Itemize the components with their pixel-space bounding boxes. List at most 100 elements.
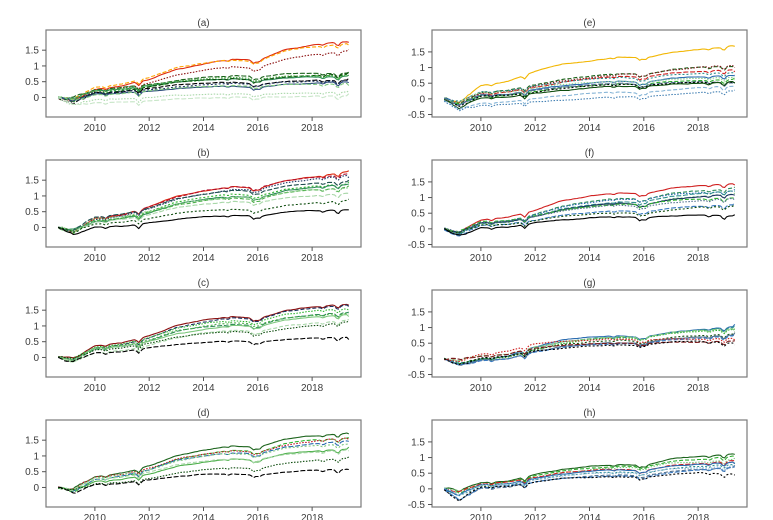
series-line xyxy=(443,465,736,501)
y-axis-tick-label: 0 xyxy=(33,483,39,494)
y-axis-tick-label: -0.5 xyxy=(408,240,426,251)
x-axis-tick-label: 2014 xyxy=(578,383,601,394)
x-axis-tick-label: 2016 xyxy=(633,383,656,394)
panel-chart-d: 0 0.5 1 1.5 2010 2012 2014 2016 2018 (d) xyxy=(25,408,362,520)
x-axis-tick-label: 2010 xyxy=(84,253,107,264)
y-axis-tick-label: 1 xyxy=(419,193,425,204)
series-line xyxy=(443,81,736,110)
series-line xyxy=(444,72,736,103)
panel-title: (b) xyxy=(197,148,209,159)
plot-area-border xyxy=(431,289,748,378)
x-axis-tick-label: 2012 xyxy=(138,253,161,264)
series-line xyxy=(444,76,736,104)
y-axis-tick-label: 0.5 xyxy=(411,339,425,350)
series-line xyxy=(444,197,736,233)
y-axis-tick-label: 1 xyxy=(419,323,425,334)
x-axis-tick-label: 2016 xyxy=(633,253,656,264)
x-axis-tick-label: 2018 xyxy=(687,123,710,134)
series-line xyxy=(58,74,350,99)
x-axis-tick-label: 2016 xyxy=(247,123,270,134)
x-axis-tick-label: 2018 xyxy=(301,513,324,520)
y-axis-tick-label: 0 xyxy=(419,354,425,365)
series-line xyxy=(57,183,349,230)
x-axis-tick-label: 2016 xyxy=(247,513,270,520)
panel-title: (g) xyxy=(583,278,595,289)
series-line xyxy=(58,449,350,492)
series-line xyxy=(57,78,350,105)
series-line xyxy=(444,453,735,492)
panel-cell-c: 0 0.5 1 1.5 2010 2012 2014 2016 2018 (c) xyxy=(0,260,386,394)
y-axis-tick-label: 1.5 xyxy=(411,307,425,318)
x-axis-tick-label: 2012 xyxy=(524,383,547,394)
series-line xyxy=(444,203,736,234)
panel-title: (a) xyxy=(197,18,209,29)
series-line xyxy=(444,194,735,234)
x-axis-tick-label: 2012 xyxy=(524,253,547,264)
series-line xyxy=(58,308,350,360)
panel-cell-f: -0.5 0 0.5 1 1.5 2010 2012 2014 2016 2018 (f) xyxy=(386,130,773,264)
series-line xyxy=(57,181,350,234)
x-axis-tick-label: 2012 xyxy=(138,513,161,520)
y-axis-tick-label: 0.5 xyxy=(411,469,425,480)
y-axis-tick-label: 0 xyxy=(33,353,39,364)
x-axis-tick-label: 2016 xyxy=(633,513,656,520)
panel-chart-c: 0 0.5 1 1.5 2010 2012 2014 2016 2018 (c) xyxy=(25,278,362,394)
y-axis-tick-label: 1 xyxy=(33,191,39,202)
y-axis-tick-label: 1.5 xyxy=(411,177,425,188)
series-line xyxy=(444,74,735,106)
panel-title: (h) xyxy=(583,408,595,419)
series-line xyxy=(58,172,350,233)
x-axis-tick-label: 2018 xyxy=(301,123,324,134)
series-line xyxy=(58,432,350,490)
y-axis-tick-label: 1 xyxy=(419,453,425,464)
series-line xyxy=(444,460,735,493)
panel-cell-b: 0 0.5 1 1.5 2010 2012 2014 2016 2018 (b) xyxy=(0,130,386,264)
series-line xyxy=(58,75,349,101)
series-line xyxy=(57,456,350,491)
series-line xyxy=(444,340,736,366)
series-line xyxy=(58,93,350,106)
y-axis-tick-label: 1.5 xyxy=(411,437,425,448)
series-line xyxy=(58,437,350,491)
series-line xyxy=(443,89,735,112)
y-axis-tick-label: 0.5 xyxy=(25,77,39,88)
y-axis-tick-label: 0 xyxy=(33,93,39,104)
series-line xyxy=(57,72,350,102)
series-line xyxy=(58,320,349,360)
y-axis-tick-label: 1.5 xyxy=(25,306,39,317)
series-line xyxy=(57,90,350,106)
series-line xyxy=(443,331,736,365)
x-axis-tick-label: 2016 xyxy=(247,253,270,264)
series-line xyxy=(444,192,735,233)
series-line xyxy=(444,197,735,233)
y-axis-tick-label: 0.5 xyxy=(25,207,39,218)
x-axis-tick-label: 2010 xyxy=(84,123,107,134)
y-axis-tick-label: 0 xyxy=(419,94,425,105)
x-axis-tick-label: 2014 xyxy=(578,513,601,520)
y-axis-tick-label: 0.5 xyxy=(25,467,39,478)
panel-cell-g: -0.5 0 0.5 1 1.5 2010 2012 2014 2016 2018 (g) xyxy=(386,260,773,394)
x-axis-tick-label: 2010 xyxy=(470,513,493,520)
series-line xyxy=(58,468,349,494)
plot-area-border xyxy=(45,419,362,508)
panel-chart-h: -0.5 0 0.5 1 1.5 2010 2012 2014 2016 2018 (h) xyxy=(408,408,748,520)
series-line xyxy=(57,209,349,236)
panel-title: (c) xyxy=(198,278,210,289)
y-axis-tick-label: 1.5 xyxy=(411,47,425,58)
x-axis-tick-label: 2014 xyxy=(192,253,215,264)
y-axis-tick-label: -0.5 xyxy=(408,500,426,511)
series-line xyxy=(57,41,349,102)
y-axis-tick-label: 1 xyxy=(419,63,425,74)
series-line xyxy=(58,446,350,491)
series-line xyxy=(58,198,350,233)
x-axis-tick-label: 2010 xyxy=(470,383,493,394)
y-axis-tick-label: 1 xyxy=(33,451,39,462)
series-line xyxy=(444,80,736,106)
series-line xyxy=(444,337,736,363)
y-axis-tick-label: 0.5 xyxy=(411,79,425,90)
y-axis-tick-label: -0.5 xyxy=(408,370,426,381)
series-line xyxy=(58,170,350,234)
panel-title: (e) xyxy=(583,18,595,29)
series-line xyxy=(443,465,735,496)
